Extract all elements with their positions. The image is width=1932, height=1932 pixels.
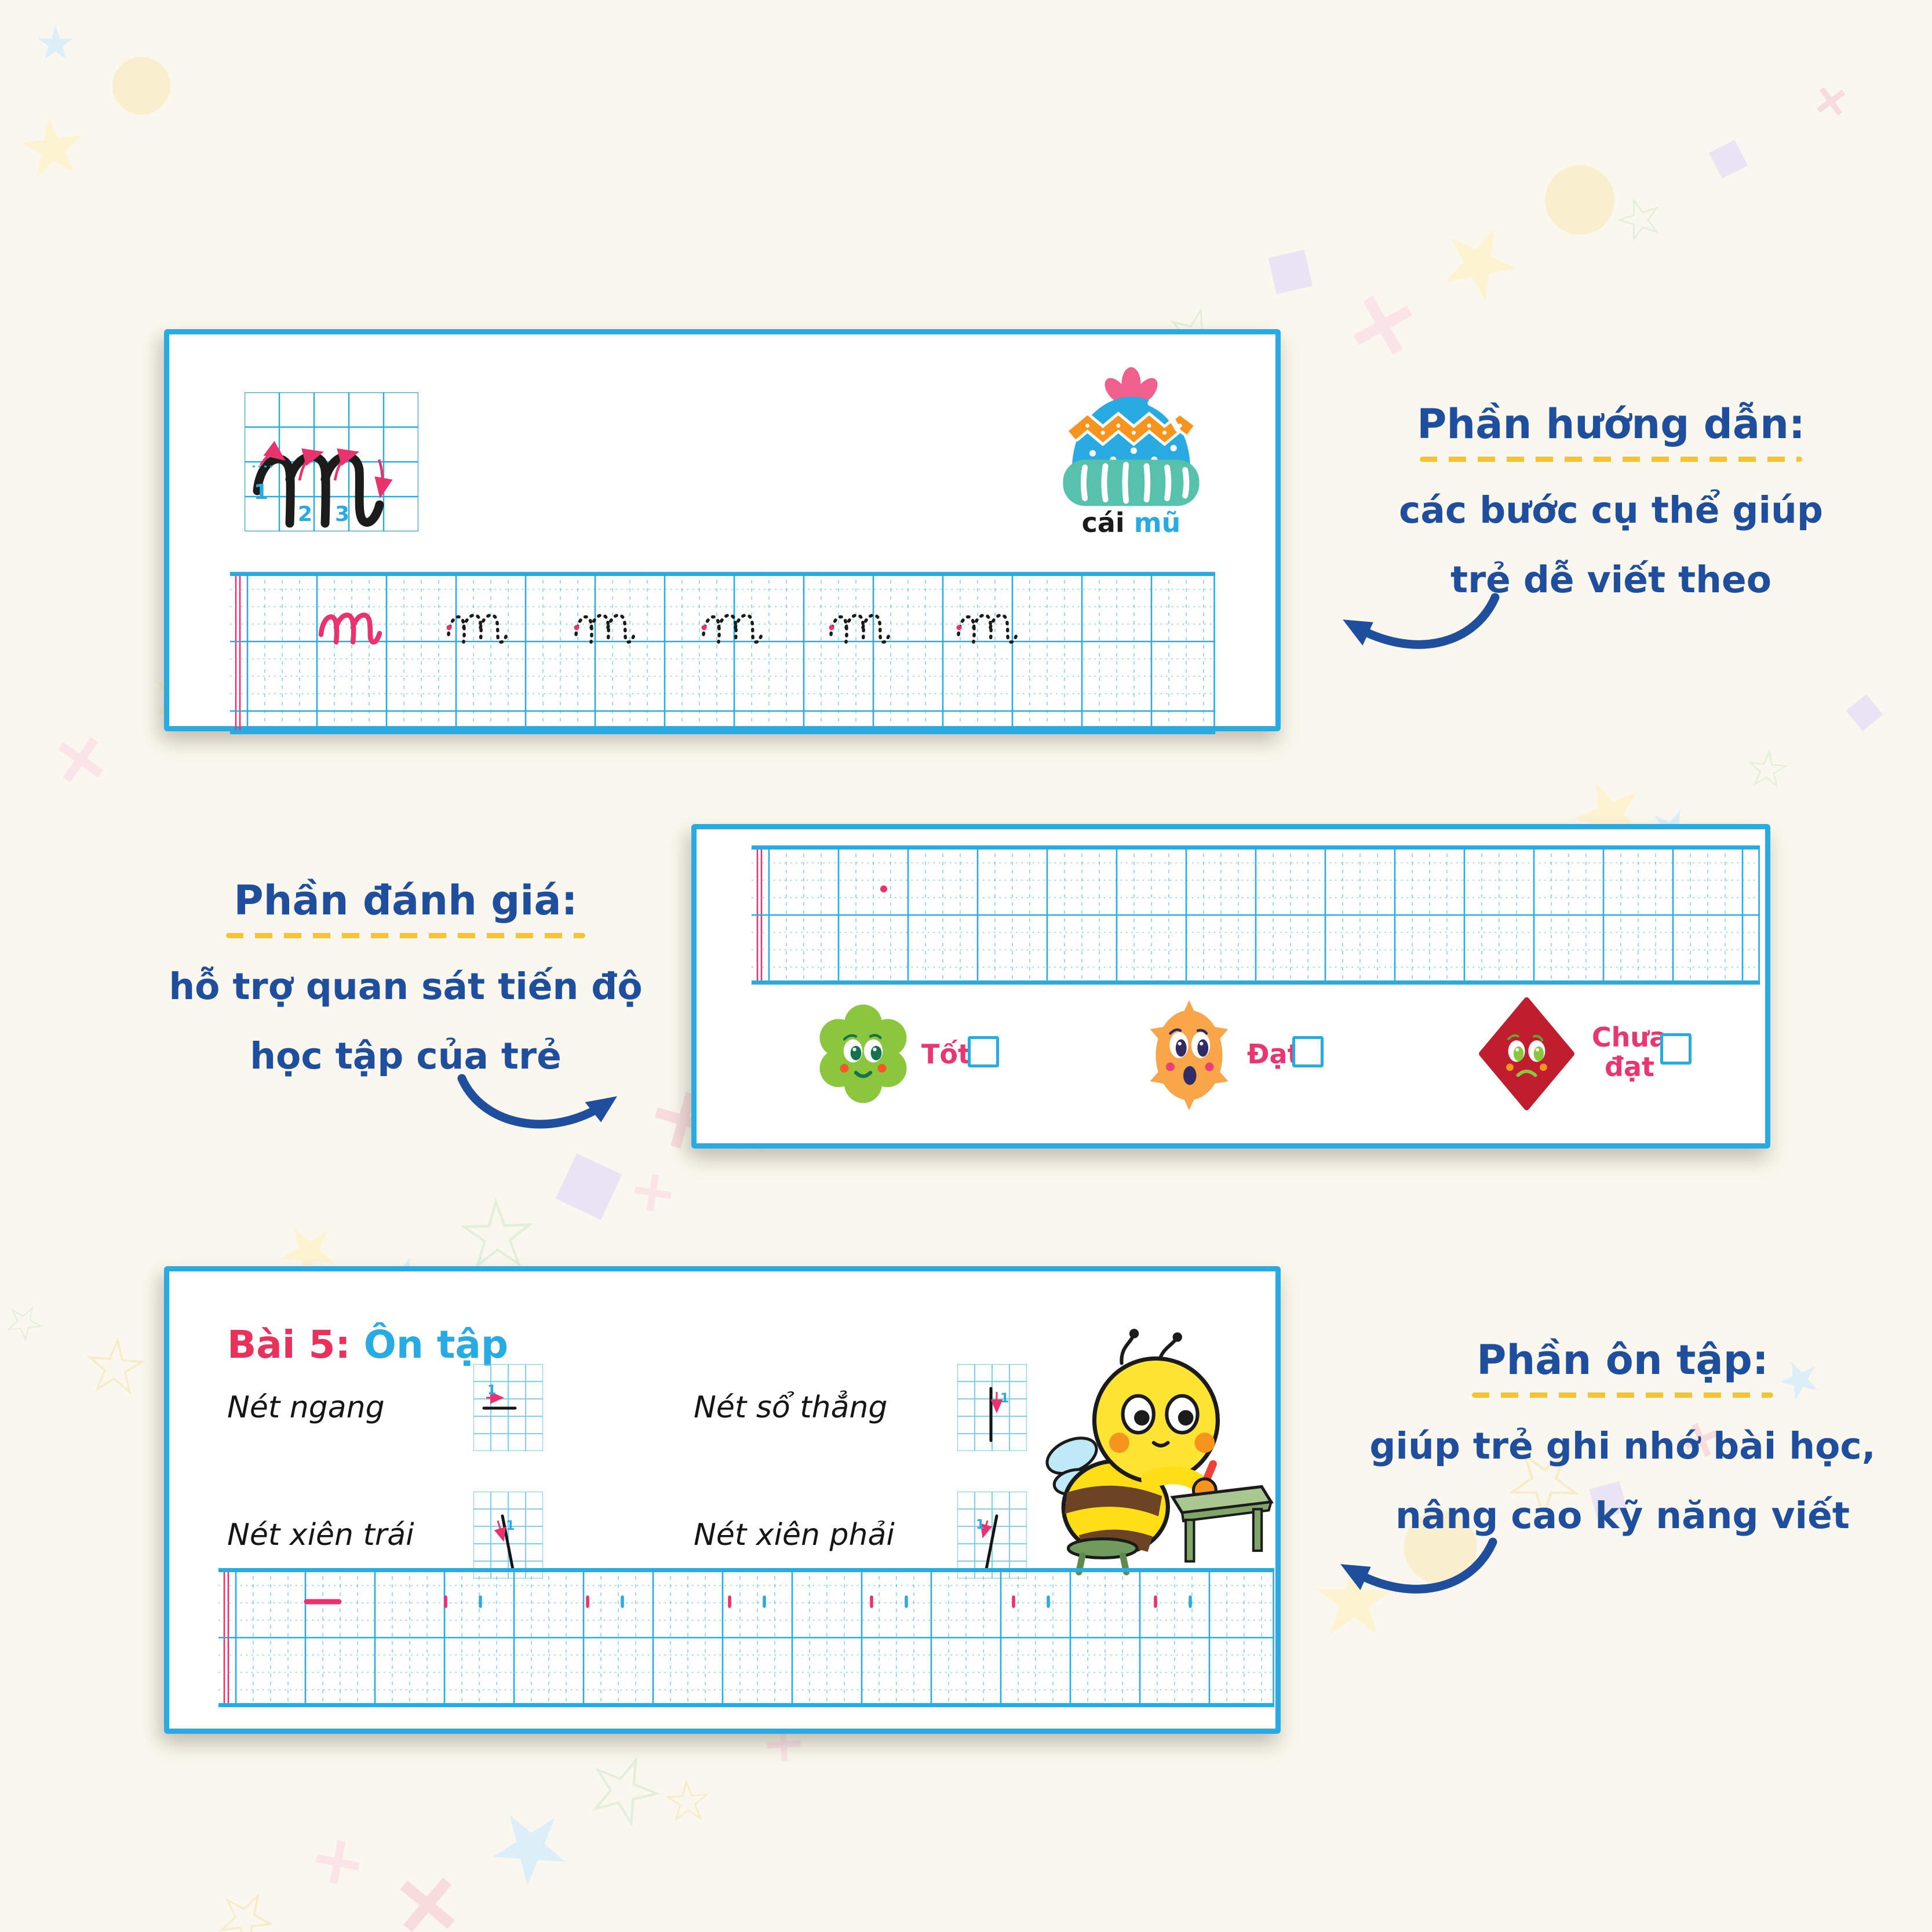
- lesson-name-label: Ôn tập: [363, 1322, 509, 1367]
- annotation-guide: Phần hướng dẫn: các bước cụ thể giúp trẻ…: [1315, 400, 1907, 602]
- dotted-letter-m: [574, 599, 637, 646]
- annotation-guide-line1: các bước cụ thể giúp: [1398, 489, 1824, 531]
- writing-practice-grid: [752, 845, 1760, 985]
- letter-demo-grid: 1 2 3: [245, 392, 418, 531]
- stroke-item-xien-phai: Nét xiên phải: [694, 1518, 895, 1552]
- cursive-m-demo: [253, 452, 384, 528]
- writing-practice-grid: [218, 1568, 1274, 1707]
- annotation-guide-title: Phần hướng dẫn:: [1417, 400, 1805, 448]
- svg-text:1: 1: [487, 1383, 496, 1398]
- curved-arrow-icon: [1340, 1537, 1497, 1594]
- curved-arrow-icon: [1343, 593, 1500, 649]
- stroke-number-1: 1: [254, 480, 268, 504]
- dotted-letter-m: [956, 599, 1019, 646]
- caption-word-blue: mũ: [1133, 507, 1181, 538]
- rating-label-dat: Đạt: [1247, 1038, 1300, 1070]
- svg-text:1: 1: [1000, 1391, 1009, 1406]
- dotted-letter-m: [701, 599, 764, 646]
- svg-text:1: 1: [976, 1518, 985, 1532]
- dotted-letter-m: [829, 599, 892, 646]
- annotation-review: Phần đánh giá: hỗ trợ quan sát tiến độ h…: [116, 876, 695, 1078]
- rating-label-tot: Tốt: [921, 1038, 971, 1070]
- annotation-guide-line2: trẻ dễ viết theo: [1450, 559, 1772, 602]
- writing-practice-grid: [230, 572, 1215, 734]
- flower-icon: [819, 1004, 907, 1103]
- stroke-number-3: 3: [335, 502, 349, 526]
- rating-label-chua-dat: Chưa đạt: [1591, 1022, 1668, 1082]
- stroke-number-2: 2: [298, 502, 312, 526]
- beanie-hat-icon: [1063, 367, 1200, 506]
- annotation-recap-title: Phần ôn tập:: [1477, 1336, 1769, 1384]
- yellow-dashed-underline: [1420, 457, 1802, 462]
- stroke-demo-grid-xien-phai: 1: [957, 1492, 1027, 1579]
- stroke-item-ngang: Nét ngang: [227, 1390, 385, 1425]
- diamond-icon: [1479, 997, 1574, 1110]
- annotation-review-line2: học tập của trẻ: [250, 1035, 562, 1078]
- yellow-dashed-underline: [1472, 1393, 1773, 1398]
- panel-review-sample: Tốt Đạt: [691, 824, 1770, 1149]
- rating-option-dat: Đạt: [1143, 1000, 1386, 1116]
- lesson-title: Bài 5: Ôn tập: [227, 1322, 508, 1367]
- rating-option-tot: Tốt: [812, 1000, 1114, 1116]
- curved-arrow-icon: [457, 1074, 618, 1129]
- svg-text:1: 1: [506, 1519, 515, 1533]
- panel-guide-sample: 1 2 3 cái mũ: [164, 329, 1281, 734]
- bee-writing-icon: [1045, 1329, 1274, 1576]
- traced-letter-m-pink: [317, 599, 382, 646]
- annotation-review-title: Phần đánh giá:: [234, 877, 578, 924]
- stroke-item-so-thang: Nét sổ thẳng: [694, 1390, 888, 1425]
- stroke-demo-grid-so-thang: 1: [957, 1364, 1027, 1451]
- caption-cai-mu: cái mũ: [1038, 507, 1224, 538]
- yellow-dashed-underline: [226, 933, 585, 938]
- sun-icon: [1150, 1000, 1229, 1110]
- rating-checkbox-dat[interactable]: [1292, 1036, 1324, 1067]
- stroke-item-xien-trai: Nét xiên trái: [227, 1518, 414, 1552]
- caption-word-black: cái: [1081, 507, 1125, 538]
- stroke-demo-grid-ngang: 1: [473, 1364, 543, 1451]
- rating-checkbox-tot[interactable]: [968, 1036, 999, 1067]
- dotted-letter-m: [446, 599, 509, 646]
- annotation-recap: Phần ôn tập: giúp trẻ ghi nhớ bài học, n…: [1315, 1336, 1930, 1537]
- panel-recap-sample: Bài 5: Ôn tập Nét ngang 1 Nét sổ thẳng 1…: [164, 1266, 1281, 1734]
- annotation-review-line1: hỗ trợ quan sát tiến độ: [169, 965, 643, 1008]
- annotation-recap-line1: giúp trẻ ghi nhớ bài học,: [1369, 1425, 1876, 1467]
- rating-option-chua-dat: Chưa đạt: [1476, 997, 1719, 1119]
- annotation-recap-line2: nâng cao kỹ năng viết: [1395, 1494, 1850, 1537]
- rating-checkbox-chua-dat[interactable]: [1660, 1033, 1692, 1065]
- lesson-number-label: Bài 5:: [227, 1322, 351, 1367]
- stroke-demo-grid-xien-trai: 1: [473, 1492, 543, 1579]
